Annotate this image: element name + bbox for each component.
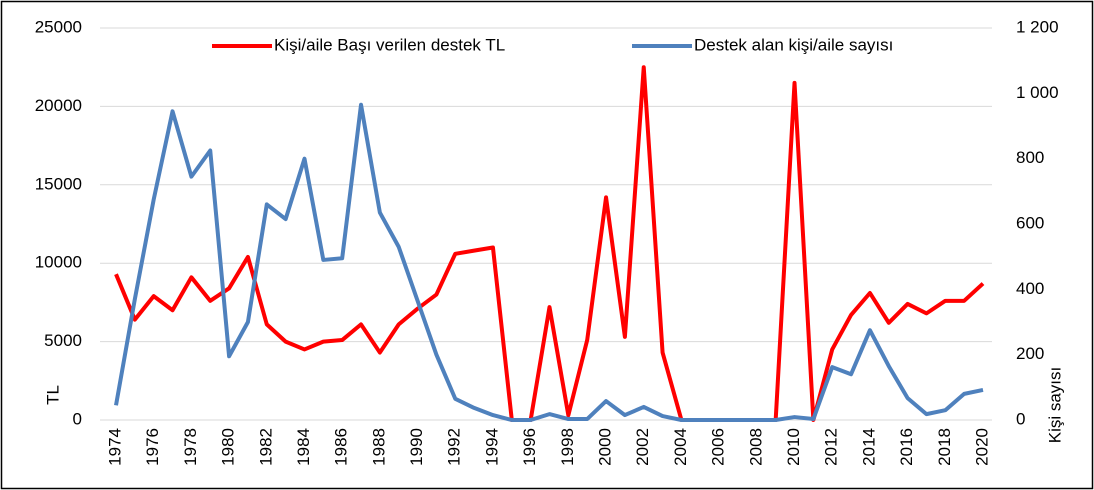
y2-tick-label: 200 <box>1016 344 1044 363</box>
legend-label: Kişi/aile Başı verilen destek TL <box>274 35 505 54</box>
y-tick-label: 15000 <box>35 174 82 193</box>
x-tick-label: 1994 <box>482 428 501 466</box>
y2-axis-label: Kişi sayısı <box>1045 367 1064 444</box>
x-tick-label: 2010 <box>784 428 803 466</box>
y-axis-label: TL <box>43 385 62 405</box>
y-tick-label: 25000 <box>35 17 82 36</box>
y2-tick-label: 1 000 <box>1016 83 1059 102</box>
x-tick-label: 1980 <box>219 428 238 466</box>
x-tick-label: 1986 <box>332 428 351 466</box>
x-tick-label: 1992 <box>445 428 464 466</box>
x-tick-label: 2008 <box>746 428 765 466</box>
x-tick-label: 2012 <box>822 428 841 466</box>
x-tick-label: 1990 <box>407 428 426 466</box>
series-line <box>114 65 985 422</box>
y2-tick-label: 600 <box>1016 213 1044 232</box>
y2-tick-label: 800 <box>1016 148 1044 167</box>
y-tick-label: 10000 <box>35 253 82 272</box>
x-tick-label: 2006 <box>709 428 728 466</box>
x-tick-label: 1978 <box>181 428 200 466</box>
x-tick-label: 1982 <box>256 428 275 466</box>
y2-tick-label: 400 <box>1016 279 1044 298</box>
series-line <box>114 102 984 422</box>
y-tick-label: 5000 <box>44 331 82 350</box>
x-tick-label: 2002 <box>633 428 652 466</box>
x-tick-label: 1998 <box>558 428 577 466</box>
x-tick-label: 1984 <box>294 428 313 466</box>
y2-tick-label: 1 200 <box>1016 17 1059 36</box>
y-tick-label: 0 <box>73 409 82 428</box>
x-tick-label: 2014 <box>859 428 878 466</box>
x-tick-label: 2018 <box>935 428 954 466</box>
x-tick-label: 1996 <box>520 428 539 466</box>
x-tick-label: 2020 <box>972 428 991 466</box>
x-tick-label: 1988 <box>369 428 388 466</box>
x-tick-label: 1974 <box>105 428 124 466</box>
legend-label: Destek alan kişi/aile sayısı <box>694 35 893 54</box>
x-tick-label: 1976 <box>143 428 162 466</box>
y-tick-label: 20000 <box>35 96 82 115</box>
y2-tick-label: 0 <box>1016 409 1025 428</box>
x-tick-label: 2004 <box>671 428 690 466</box>
x-tick-label: 2000 <box>596 428 615 466</box>
x-tick-label: 2016 <box>897 428 916 466</box>
